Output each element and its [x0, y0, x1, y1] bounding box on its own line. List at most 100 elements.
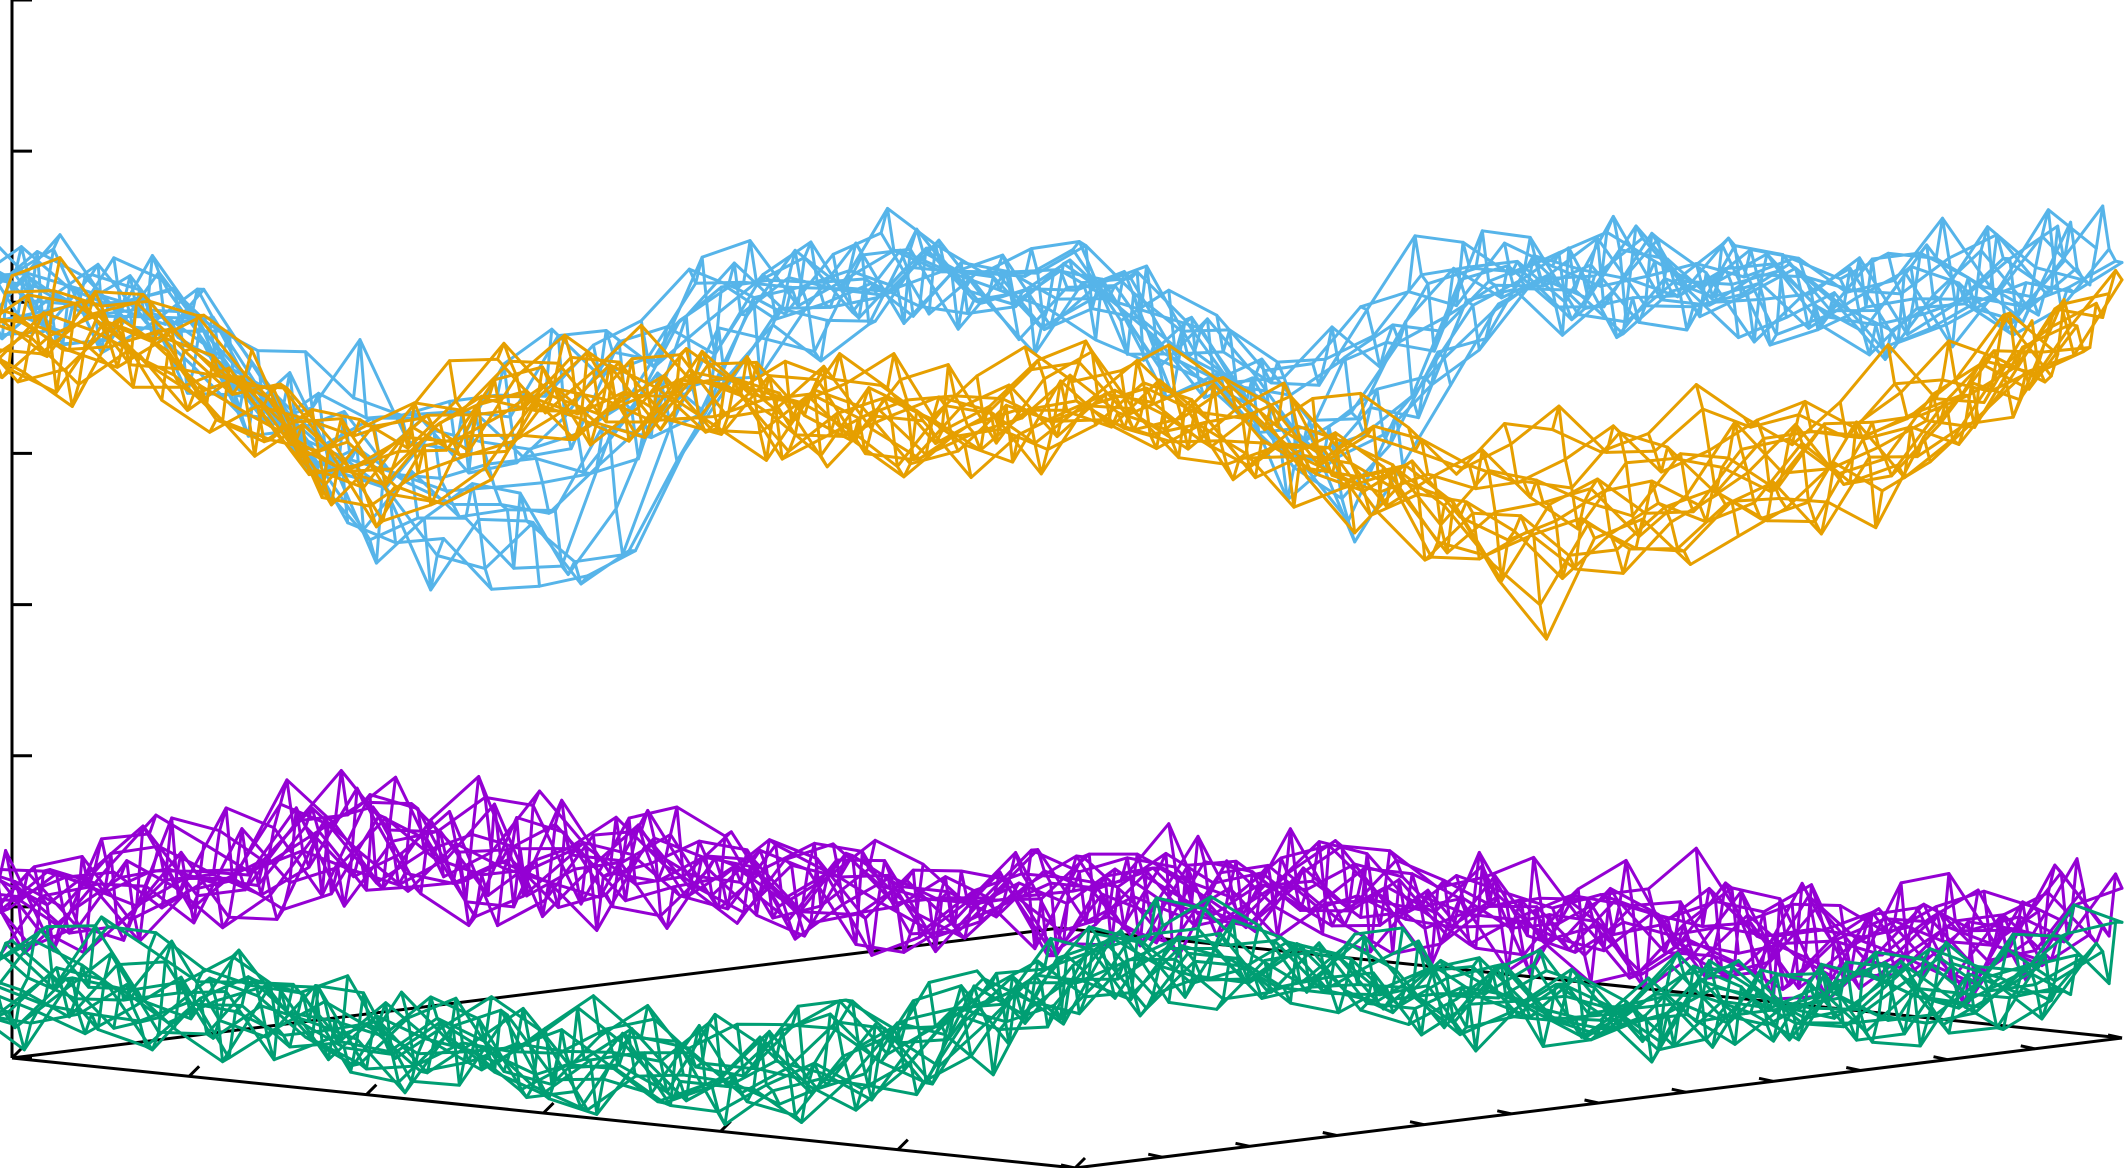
- surface-column-line: [1503, 235, 1596, 337]
- surface-column-line: [448, 996, 541, 1099]
- surface-column-line: [1023, 925, 1117, 1026]
- surface-column-line: [1551, 967, 1644, 1043]
- surface-column-line: [400, 775, 493, 904]
- surface-column-line: [1311, 840, 1405, 954]
- surface-column-line: [1503, 962, 1596, 1048]
- surface-column-line: [687, 349, 781, 462]
- surface-column-line: [64, 293, 158, 408]
- surface-column-line: [2030, 268, 2124, 384]
- surface-series-1: [0, 204, 2124, 592]
- surface-column-line: [1694, 383, 1788, 523]
- surface-column-line: [1598, 424, 1692, 566]
- surface-column-line: [1263, 827, 1357, 939]
- surface-column-line: [1263, 360, 1357, 544]
- surface-column-line: [927, 975, 1021, 1077]
- surface-column-line: [879, 206, 973, 331]
- surface-series-4: [0, 895, 2124, 1127]
- surface-column-line: [1023, 247, 1117, 342]
- surface-column-line: [1742, 416, 1836, 536]
- surface-column-line: [1119, 834, 1213, 958]
- surface-column-line: [1071, 896, 1165, 1016]
- surface-column-line: [496, 1006, 589, 1112]
- surfaces-group: [0, 204, 2124, 1127]
- surface-column-line: [1023, 848, 1117, 956]
- surface-column-line: [0, 256, 62, 380]
- surface-column-line: [591, 994, 685, 1107]
- surface-column-line: [1982, 208, 2076, 325]
- surface-column-line: [975, 851, 1069, 958]
- surface-column-line: [1071, 339, 1165, 451]
- surface-column-line: [208, 975, 302, 1064]
- surface-column-line: [160, 348, 254, 412]
- surface-column-line: [1790, 399, 1884, 530]
- surface-column-line: [64, 813, 158, 955]
- surface-column-line: [1886, 881, 1980, 1009]
- surface-column-line: [1934, 339, 2028, 429]
- surface-column-line: [591, 805, 685, 909]
- surface-column-line: [352, 802, 446, 892]
- surface-column-line: [543, 815, 637, 932]
- surface-column-line: [1646, 432, 1740, 538]
- surface-column-line: [112, 313, 206, 389]
- surface-column-line: [1215, 376, 1309, 509]
- surface-column-line: [1694, 959, 1788, 1046]
- surface-column-line: [1311, 926, 1405, 1015]
- surface-column-line: [1215, 313, 1309, 502]
- surface-column-line: [831, 842, 925, 957]
- y-tick: [1671, 1087, 1687, 1094]
- surface-column-line: [543, 1005, 637, 1116]
- surface-column-line: [256, 404, 350, 499]
- surface-column-line: [1359, 305, 1453, 420]
- surface-column-line: [1263, 932, 1357, 1005]
- surface-column-line: [1598, 214, 1692, 324]
- surface-column-line: [1694, 236, 1788, 344]
- y-tick: [1322, 1131, 1338, 1137]
- surface-column-line: [1838, 902, 1932, 990]
- surface-column-line: [1215, 856, 1309, 938]
- surface-column-line: [1359, 939, 1453, 1030]
- surface-column-line: [1982, 303, 2076, 404]
- surface-column-line: [879, 999, 973, 1086]
- surface-column-line: [783, 838, 877, 946]
- surface-column-line: [1455, 855, 1548, 973]
- x-tick: [365, 1083, 378, 1096]
- surface-column-line: [1790, 256, 1884, 357]
- surface-column-line: [400, 990, 493, 1087]
- surface-column-line: [1982, 863, 2076, 968]
- x-tick: [1073, 1156, 1087, 1168]
- surface-column-line: [639, 1004, 733, 1127]
- surface-column-line: [543, 333, 637, 447]
- surface-column-line: [1503, 422, 1596, 580]
- surface-column-line: [543, 327, 637, 557]
- surface-column-line: [639, 808, 733, 930]
- surface-column-line: [1167, 918, 1261, 1004]
- surface-column-line: [975, 374, 1069, 476]
- surface-column-line: [1455, 948, 1548, 1053]
- x-tick: [896, 1138, 909, 1151]
- surface-column-line: [1311, 397, 1405, 517]
- surface-column-line: [448, 789, 541, 927]
- y-tick: [1584, 1098, 1599, 1105]
- surface-column-line: [496, 798, 589, 928]
- surface-column-line: [352, 338, 446, 592]
- surface-column-line: [1598, 951, 1692, 1064]
- surface-column-line: [208, 778, 302, 930]
- surface-column-line: [1742, 248, 1836, 347]
- surface-column-line: [1838, 400, 1932, 480]
- surface-column-line: [160, 277, 254, 416]
- surface-column-line: [927, 243, 1021, 342]
- surface-column-line: [1215, 935, 1309, 1011]
- surface-column-line: [1934, 932, 2028, 1035]
- surface-column-line: [16, 290, 110, 394]
- x-tick: [10, 1046, 24, 1060]
- surface-column-line: [1886, 343, 1980, 446]
- surface-column-line: [1886, 940, 1980, 1048]
- surface-column-line: [783, 240, 877, 326]
- surface-column-line: [1742, 962, 1836, 1042]
- surface-column-line: [1790, 950, 1884, 1042]
- x-tick: [188, 1065, 201, 1078]
- surface-column-line: [687, 1012, 781, 1106]
- surface-column-line: [1359, 391, 1453, 562]
- surface-column-line: [1551, 224, 1644, 339]
